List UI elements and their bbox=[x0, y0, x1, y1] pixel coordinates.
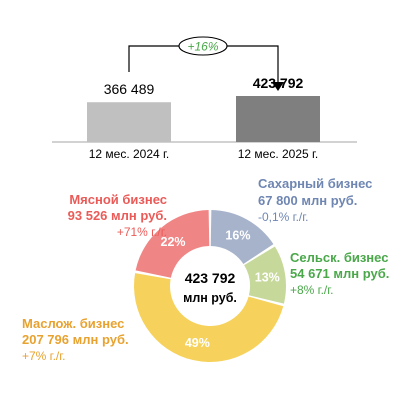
slice-change-oil: +7% г./г. bbox=[22, 349, 66, 363]
growth-arrow-head-icon bbox=[272, 82, 284, 91]
donut-chart: 16% 13% 49% 22% bbox=[134, 210, 286, 362]
slice-amount-meat: 93 526 млн руб. bbox=[68, 208, 167, 223]
slice-change-meat: +71% г./г. bbox=[117, 225, 167, 239]
slice-name-oil: Маслож. бизнес bbox=[22, 316, 124, 331]
annotation-sugar: Сахарный бизнес 67 800 млн руб. -0,1% г.… bbox=[258, 176, 372, 224]
category-label-2025: 12 мес. 2025 г. bbox=[238, 147, 319, 161]
donut-slice-sugar bbox=[210, 210, 274, 264]
slice-name-sugar: Сахарный бизнес bbox=[258, 176, 372, 191]
annotation-meat: Мясной бизнес 93 526 млн руб. +71% г./г. bbox=[68, 192, 167, 239]
donut-slice-label-sugar: 16% bbox=[225, 229, 250, 243]
bar-2024 bbox=[87, 102, 171, 142]
slice-amount-oil: 207 796 млн руб. bbox=[22, 332, 129, 347]
donut-center-total: 423 792 bbox=[185, 270, 236, 286]
slice-amount-sugar: 67 800 млн руб. bbox=[258, 193, 357, 208]
category-label-2024: 12 мес. 2024 г. bbox=[89, 147, 170, 161]
donut-slice-label-oil: 49% bbox=[185, 336, 210, 350]
slice-change-sugar: -0,1% г./г. bbox=[258, 210, 309, 224]
growth-badge bbox=[178, 36, 228, 56]
donut-slice-oil bbox=[134, 273, 284, 362]
slice-name-agri: Сельск. бизнес bbox=[290, 250, 388, 265]
slice-name-meat: Мясной бизнес bbox=[69, 192, 167, 207]
donut-slice-meat bbox=[135, 210, 210, 278]
slice-change-agri: +8% г./г. bbox=[290, 283, 334, 297]
donut-center-unit: млн руб. bbox=[183, 291, 237, 305]
bar-2025 bbox=[236, 96, 320, 142]
bar-value-label-2024: 366 489 bbox=[104, 81, 155, 97]
donut-slice-label-meat: 22% bbox=[161, 235, 186, 249]
annotation-agri: Сельск. бизнес 54 671 млн руб. +8% г./г. bbox=[290, 250, 389, 297]
slice-amount-agri: 54 671 млн руб. bbox=[290, 266, 389, 281]
donut-slice-agri bbox=[244, 246, 286, 304]
bar-chart: 366 489 423 792 12 мес. 2024 г. 12 мес. … bbox=[52, 36, 357, 161]
growth-label: +16% bbox=[187, 40, 218, 54]
annotation-oil: Маслож. бизнес 207 796 млн руб. +7% г./г… bbox=[22, 316, 129, 363]
donut-slice-label-agri: 13% bbox=[255, 270, 280, 284]
